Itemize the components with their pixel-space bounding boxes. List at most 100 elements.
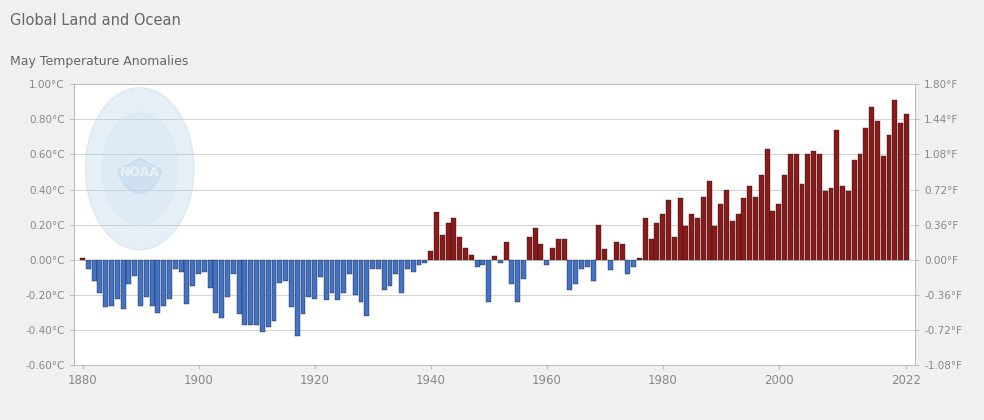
- Bar: [829, 188, 833, 260]
- Bar: [521, 260, 525, 279]
- Bar: [214, 260, 218, 312]
- Bar: [150, 260, 154, 306]
- Bar: [289, 260, 294, 307]
- Bar: [318, 260, 323, 278]
- Text: May Temperature Anomalies: May Temperature Anomalies: [10, 55, 188, 68]
- Bar: [458, 237, 462, 260]
- Bar: [712, 226, 717, 260]
- Bar: [167, 260, 172, 299]
- Bar: [272, 260, 277, 321]
- Bar: [707, 181, 711, 260]
- Bar: [538, 244, 543, 260]
- Bar: [196, 260, 201, 274]
- Bar: [846, 191, 851, 260]
- Bar: [138, 260, 143, 306]
- Bar: [422, 260, 427, 263]
- Bar: [875, 121, 880, 260]
- Bar: [654, 223, 659, 260]
- Bar: [724, 189, 729, 260]
- Bar: [242, 260, 247, 325]
- Circle shape: [102, 112, 177, 225]
- Bar: [608, 260, 613, 270]
- Bar: [173, 260, 178, 269]
- Bar: [788, 155, 793, 260]
- Bar: [857, 155, 862, 260]
- Bar: [898, 123, 903, 260]
- Bar: [620, 244, 625, 260]
- Bar: [144, 260, 149, 297]
- Bar: [504, 242, 509, 260]
- Bar: [817, 155, 822, 260]
- Bar: [300, 260, 305, 315]
- Bar: [568, 260, 573, 290]
- Bar: [364, 260, 369, 316]
- Bar: [840, 186, 845, 260]
- Bar: [440, 235, 445, 260]
- Bar: [225, 260, 230, 297]
- Bar: [823, 191, 828, 260]
- Bar: [492, 256, 497, 260]
- Bar: [689, 214, 694, 260]
- Bar: [121, 260, 126, 309]
- Bar: [266, 260, 271, 327]
- Bar: [660, 214, 665, 260]
- Bar: [498, 260, 503, 263]
- Bar: [410, 260, 415, 272]
- Bar: [324, 260, 329, 300]
- Bar: [526, 237, 531, 260]
- Bar: [103, 260, 108, 307]
- Bar: [869, 107, 874, 260]
- Bar: [643, 218, 647, 260]
- Bar: [701, 197, 706, 260]
- Bar: [881, 156, 886, 260]
- Bar: [805, 155, 810, 260]
- Bar: [863, 128, 868, 260]
- Bar: [295, 260, 300, 336]
- Bar: [770, 210, 775, 260]
- Bar: [400, 260, 404, 293]
- Bar: [887, 135, 892, 260]
- Bar: [626, 260, 631, 274]
- Bar: [446, 223, 451, 260]
- Bar: [463, 247, 468, 260]
- Bar: [584, 260, 589, 267]
- Wedge shape: [117, 158, 162, 193]
- Text: NOAA: NOAA: [120, 166, 159, 178]
- Bar: [474, 260, 479, 267]
- Bar: [695, 218, 700, 260]
- Bar: [352, 260, 357, 295]
- Bar: [800, 184, 805, 260]
- Bar: [347, 260, 352, 274]
- Circle shape: [86, 87, 194, 250]
- Bar: [382, 260, 387, 290]
- Bar: [574, 260, 579, 284]
- Bar: [394, 260, 399, 274]
- Bar: [416, 260, 421, 265]
- Bar: [202, 260, 207, 272]
- Bar: [179, 260, 184, 272]
- Bar: [254, 260, 259, 325]
- Bar: [248, 260, 253, 325]
- Bar: [556, 239, 561, 260]
- Bar: [579, 260, 584, 269]
- Bar: [452, 218, 457, 260]
- Bar: [510, 260, 515, 284]
- Bar: [602, 249, 607, 260]
- Bar: [544, 260, 549, 265]
- Bar: [358, 260, 363, 302]
- Bar: [834, 130, 839, 260]
- Bar: [776, 204, 781, 260]
- Bar: [666, 200, 671, 260]
- Bar: [892, 100, 897, 260]
- Bar: [480, 260, 485, 265]
- Bar: [759, 176, 764, 260]
- Bar: [672, 237, 677, 260]
- Bar: [486, 260, 491, 302]
- Bar: [736, 214, 741, 260]
- Text: Global Land and Ocean: Global Land and Ocean: [10, 13, 181, 28]
- Bar: [730, 221, 735, 260]
- Bar: [742, 198, 747, 260]
- Bar: [596, 225, 601, 260]
- Bar: [312, 260, 317, 299]
- Bar: [811, 151, 816, 260]
